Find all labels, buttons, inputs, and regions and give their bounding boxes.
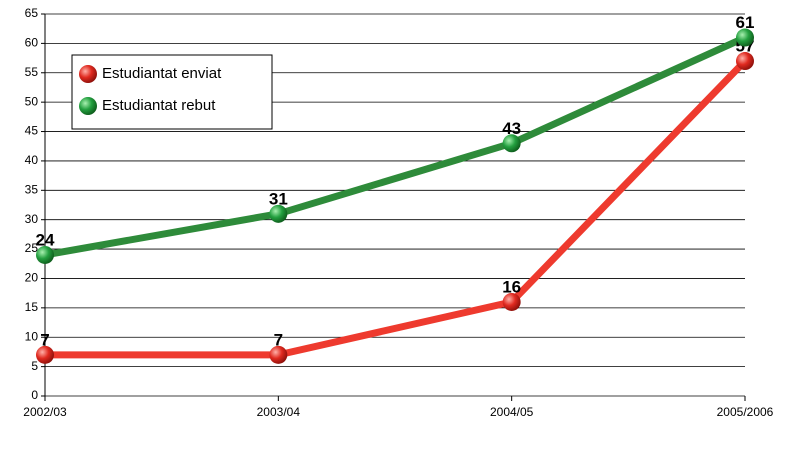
y-tick-label: 0 <box>31 388 38 402</box>
y-tick-label: 30 <box>25 212 39 226</box>
series-line <box>45 58 748 359</box>
y-tick-label: 5 <box>31 359 38 373</box>
value-label: 43 <box>502 119 521 138</box>
value-label: 7 <box>274 330 283 349</box>
y-tick-label: 40 <box>25 153 39 167</box>
y-tick-label: 15 <box>25 300 39 314</box>
marker <box>736 28 754 47</box>
marker <box>36 345 54 364</box>
marker <box>36 245 54 264</box>
marker <box>736 52 754 71</box>
marker <box>269 204 288 223</box>
y-tick-label: 65 <box>25 6 39 20</box>
x-tick-label: 2005/2006 <box>717 405 774 419</box>
legend-label: Estudiantat enviat <box>102 65 222 82</box>
series-line <box>44 34 747 259</box>
value-label: 16 <box>502 277 521 296</box>
legend-marker <box>79 65 97 83</box>
legend-label: Estudiantat rebut <box>102 97 216 114</box>
y-tick-label: 60 <box>25 36 39 50</box>
marker <box>502 134 521 153</box>
y-tick-label: 45 <box>25 124 39 138</box>
x-tick-label: 2003/04 <box>257 405 301 419</box>
value-label: 7 <box>40 330 49 349</box>
value-label: 24 <box>36 230 55 249</box>
marker <box>502 292 521 311</box>
y-tick-label: 35 <box>25 182 39 196</box>
y-tick-label: 10 <box>25 329 39 343</box>
y-tick-label: 55 <box>25 65 39 79</box>
x-tick-label: 2004/05 <box>490 405 534 419</box>
value-label: 61 <box>736 13 755 32</box>
y-tick-label: 20 <box>25 271 39 285</box>
y-tick-label: 25 <box>25 241 39 255</box>
value-label: 31 <box>269 189 288 208</box>
legend-marker <box>79 97 97 115</box>
legend-box <box>71 54 273 130</box>
marker <box>269 345 288 364</box>
x-tick-label: 2002/03 <box>23 405 67 419</box>
y-tick-label: 50 <box>25 94 39 108</box>
